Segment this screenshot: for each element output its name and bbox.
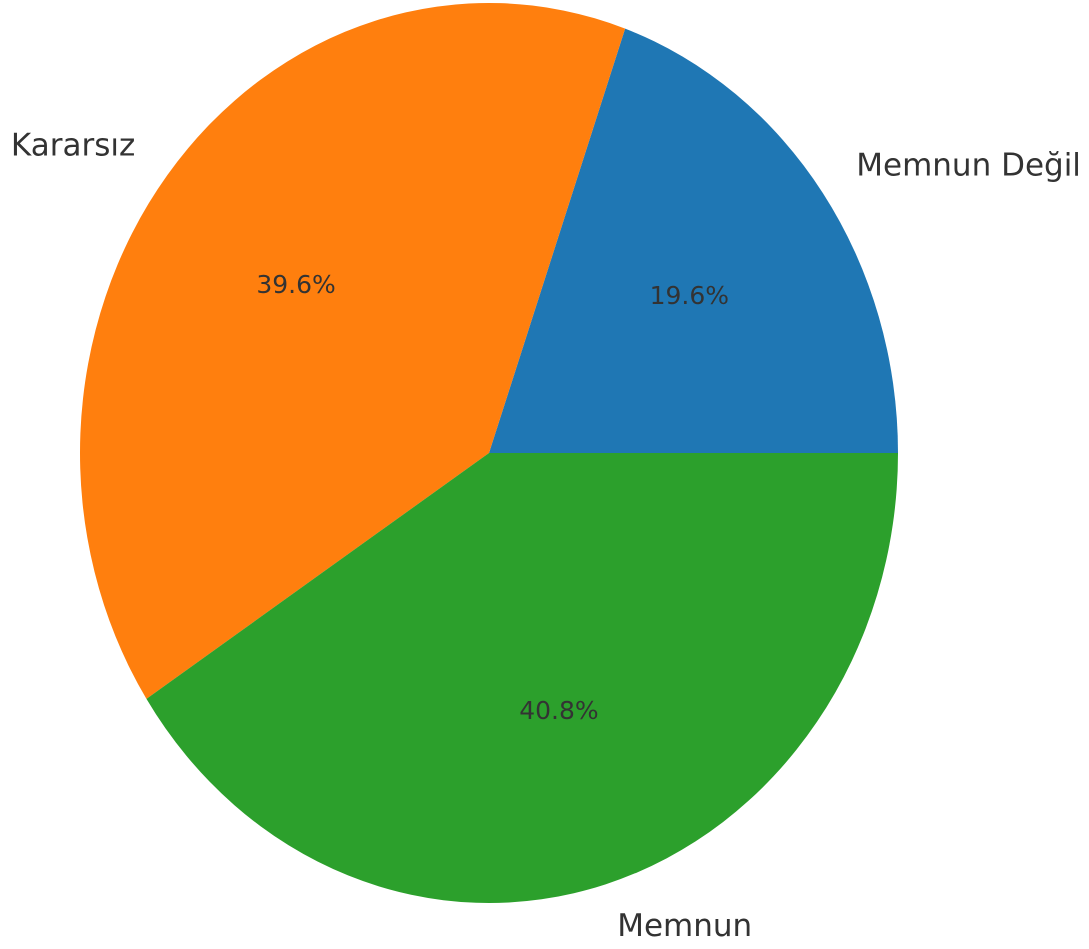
pie-slice xyxy=(80,3,626,699)
pie-slice xyxy=(489,28,898,453)
value-label: 19.6% xyxy=(650,281,729,310)
slice-label: Kararsız xyxy=(11,128,135,164)
value-label: 39.6% xyxy=(256,270,335,299)
slice-label: Memnun Değil xyxy=(856,148,1081,184)
pie-slice xyxy=(146,453,898,904)
slice-label: Memnun xyxy=(617,908,752,944)
value-label: 40.8% xyxy=(519,696,598,725)
